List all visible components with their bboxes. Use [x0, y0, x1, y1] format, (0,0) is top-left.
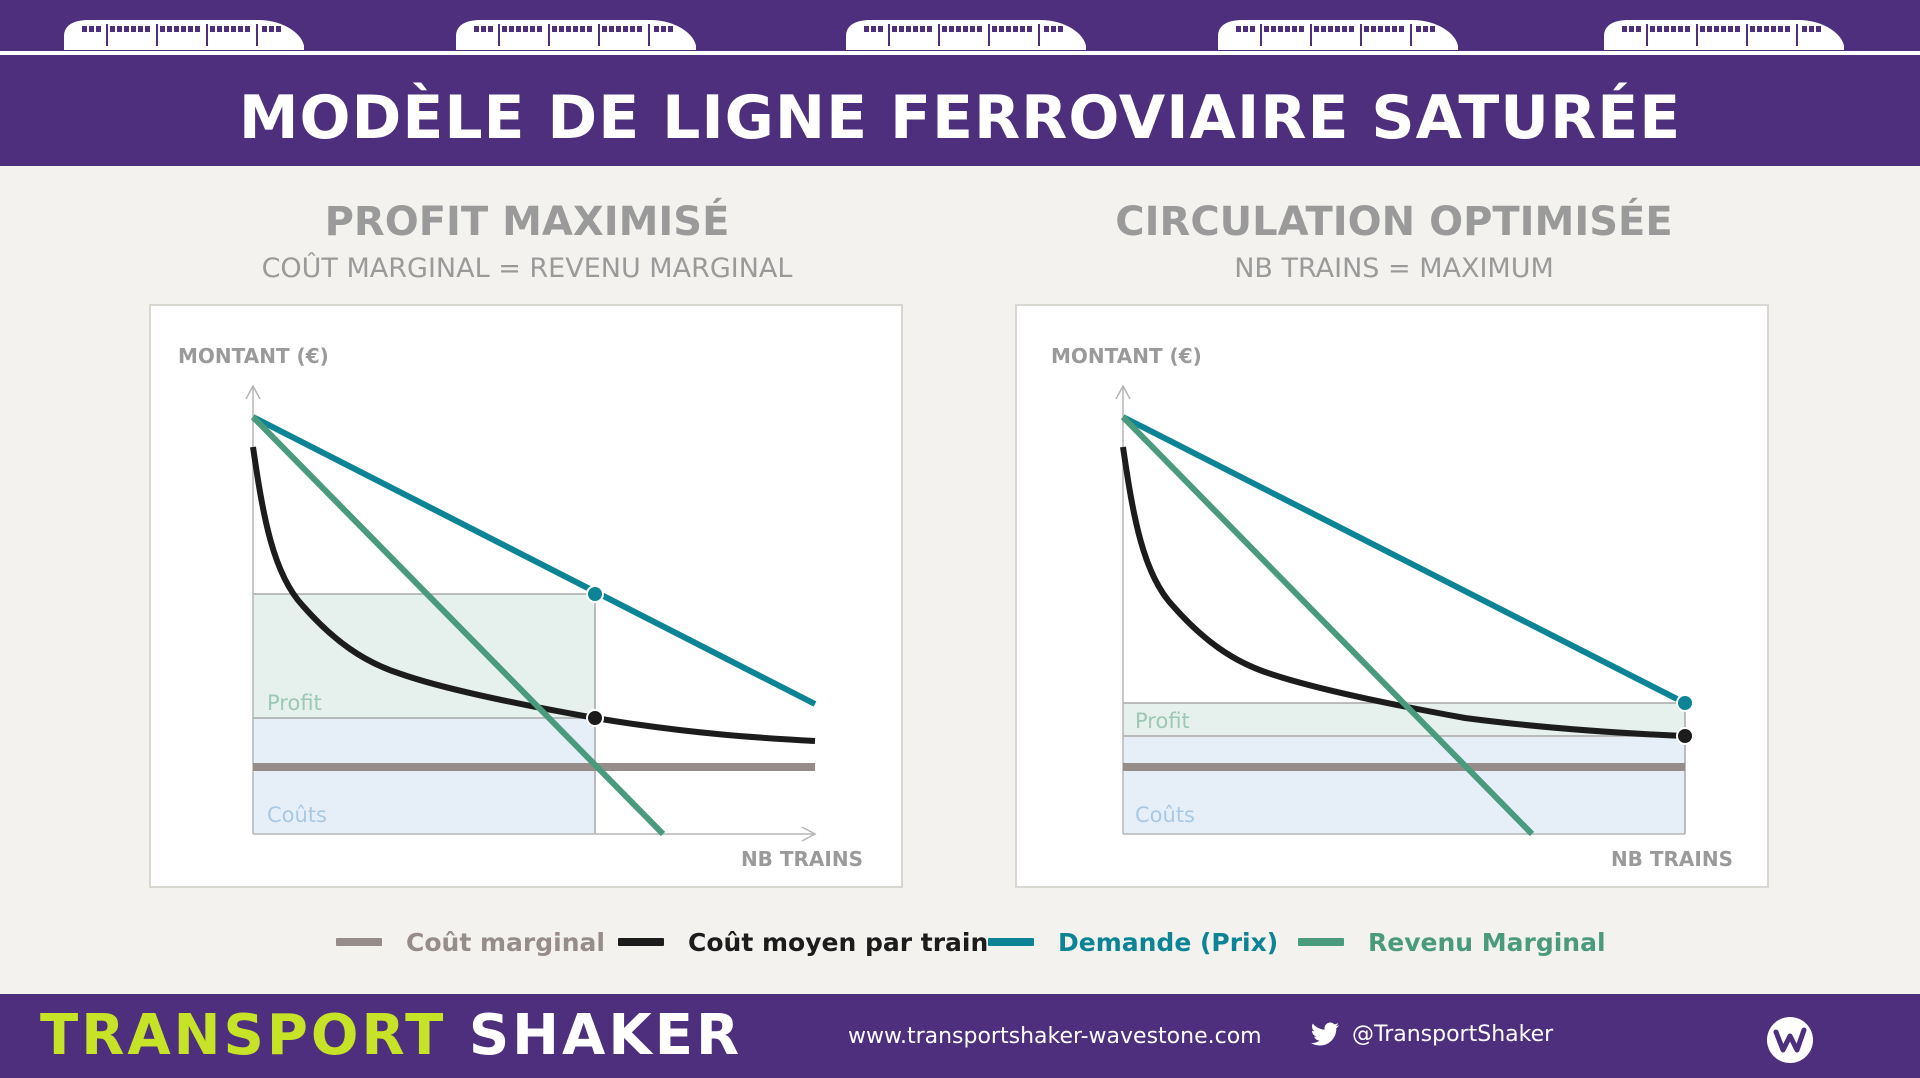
- demand-point: [1676, 694, 1694, 712]
- marginal-revenue-line: [250, 414, 666, 837]
- y-axis-label: MONTANT (€): [1051, 344, 1202, 368]
- twitter-handle: @TransportShaker: [1352, 1022, 1554, 1047]
- legend-swatch: [618, 938, 664, 946]
- train-icon: [1218, 20, 1458, 50]
- rail-line: [0, 51, 1920, 55]
- profit-label: Profit: [267, 691, 322, 715]
- legend-swatch: [988, 938, 1034, 946]
- average-cost-curve: [250, 446, 816, 744]
- x-axis-arrow: [801, 826, 817, 842]
- legend-label: Coût marginal: [406, 927, 605, 957]
- legend-swatch: [336, 938, 382, 946]
- twitter-bird-icon: [1310, 1022, 1339, 1046]
- demand-line: [1121, 414, 1687, 706]
- twitter-link[interactable]: @TransportShaker: [1310, 1020, 1553, 1050]
- profit-label: Profit: [1135, 709, 1190, 733]
- legend-item-marginal-revenue: Revenu Marginal: [1298, 922, 1606, 962]
- legend-label: Coût moyen par train: [688, 927, 989, 957]
- panel-subtitle: COÛT MARGINAL = REVENU MARGINAL: [261, 253, 793, 284]
- legend-label: Revenu Marginal: [1368, 927, 1606, 957]
- legend-item-marginal-cost: Coût marginal: [336, 922, 605, 962]
- legend-item-average-cost: Coût moyen par train: [618, 922, 988, 962]
- brand-part2: SHAKER: [468, 1003, 743, 1068]
- chart-profit-maximise: Profit Coûts MONTANT (€) NB TRAINS: [149, 304, 903, 888]
- train-icon: [64, 20, 304, 50]
- demand-line: [251, 414, 817, 707]
- panel-header-circulation: CIRCULATION OPTIMISÉE NB TRAINS = MAXIMU…: [944, 196, 1844, 286]
- page-title: MODÈLE DE LIGNE FERROVIAIRE SATURÉE: [238, 83, 1682, 153]
- panel-header-profit: PROFIT MAXIMISÉ COÛT MARGINAL = REVENU M…: [77, 196, 977, 286]
- panel-subtitle: NB TRAINS = MAXIMUM: [1234, 253, 1554, 284]
- legend-item-demand: Demande (Prix): [988, 922, 1278, 962]
- average-cost-point: [1676, 727, 1694, 745]
- costs-area: [253, 718, 595, 834]
- costs-area: [1123, 736, 1685, 834]
- legend: Coût marginal Coût moyen par train Deman…: [0, 922, 1920, 962]
- y-axis-arrow: [1115, 384, 1131, 400]
- y-axis-label: MONTANT (€): [178, 344, 329, 368]
- average-cost-point: [586, 709, 604, 727]
- panel-title: CIRCULATION OPTIMISÉE: [1115, 199, 1673, 245]
- x-axis-label: NB TRAINS: [741, 847, 863, 871]
- footer-band: [0, 994, 1920, 1078]
- brand-logo: TRANSPORT SHAKER: [40, 1004, 742, 1068]
- panel-title: PROFIT MAXIMISÉ: [324, 199, 730, 245]
- legend-label: Demande (Prix): [1058, 927, 1279, 957]
- train-icon: [1604, 20, 1844, 50]
- costs-label: Coûts: [1135, 803, 1195, 827]
- legend-swatch: [1298, 938, 1344, 946]
- wavestone-logo-icon: [1767, 1017, 1813, 1063]
- train-icon: [456, 20, 696, 50]
- y-axis-arrow: [245, 384, 261, 400]
- train-icon: [846, 20, 1086, 50]
- demand-point: [586, 585, 604, 603]
- chart-circulation-optimisee: Profit Coûts MONTANT (€) NB TRAINS: [1015, 304, 1769, 888]
- average-cost-curve: [1120, 446, 1686, 739]
- marginal-revenue-line: [1120, 414, 1535, 837]
- website-link[interactable]: www.transportshaker-wavestone.com: [848, 1024, 1262, 1049]
- brand-part1: TRANSPORT: [40, 1003, 447, 1068]
- x-axis-label: NB TRAINS: [1611, 847, 1733, 871]
- costs-label: Coûts: [267, 803, 327, 827]
